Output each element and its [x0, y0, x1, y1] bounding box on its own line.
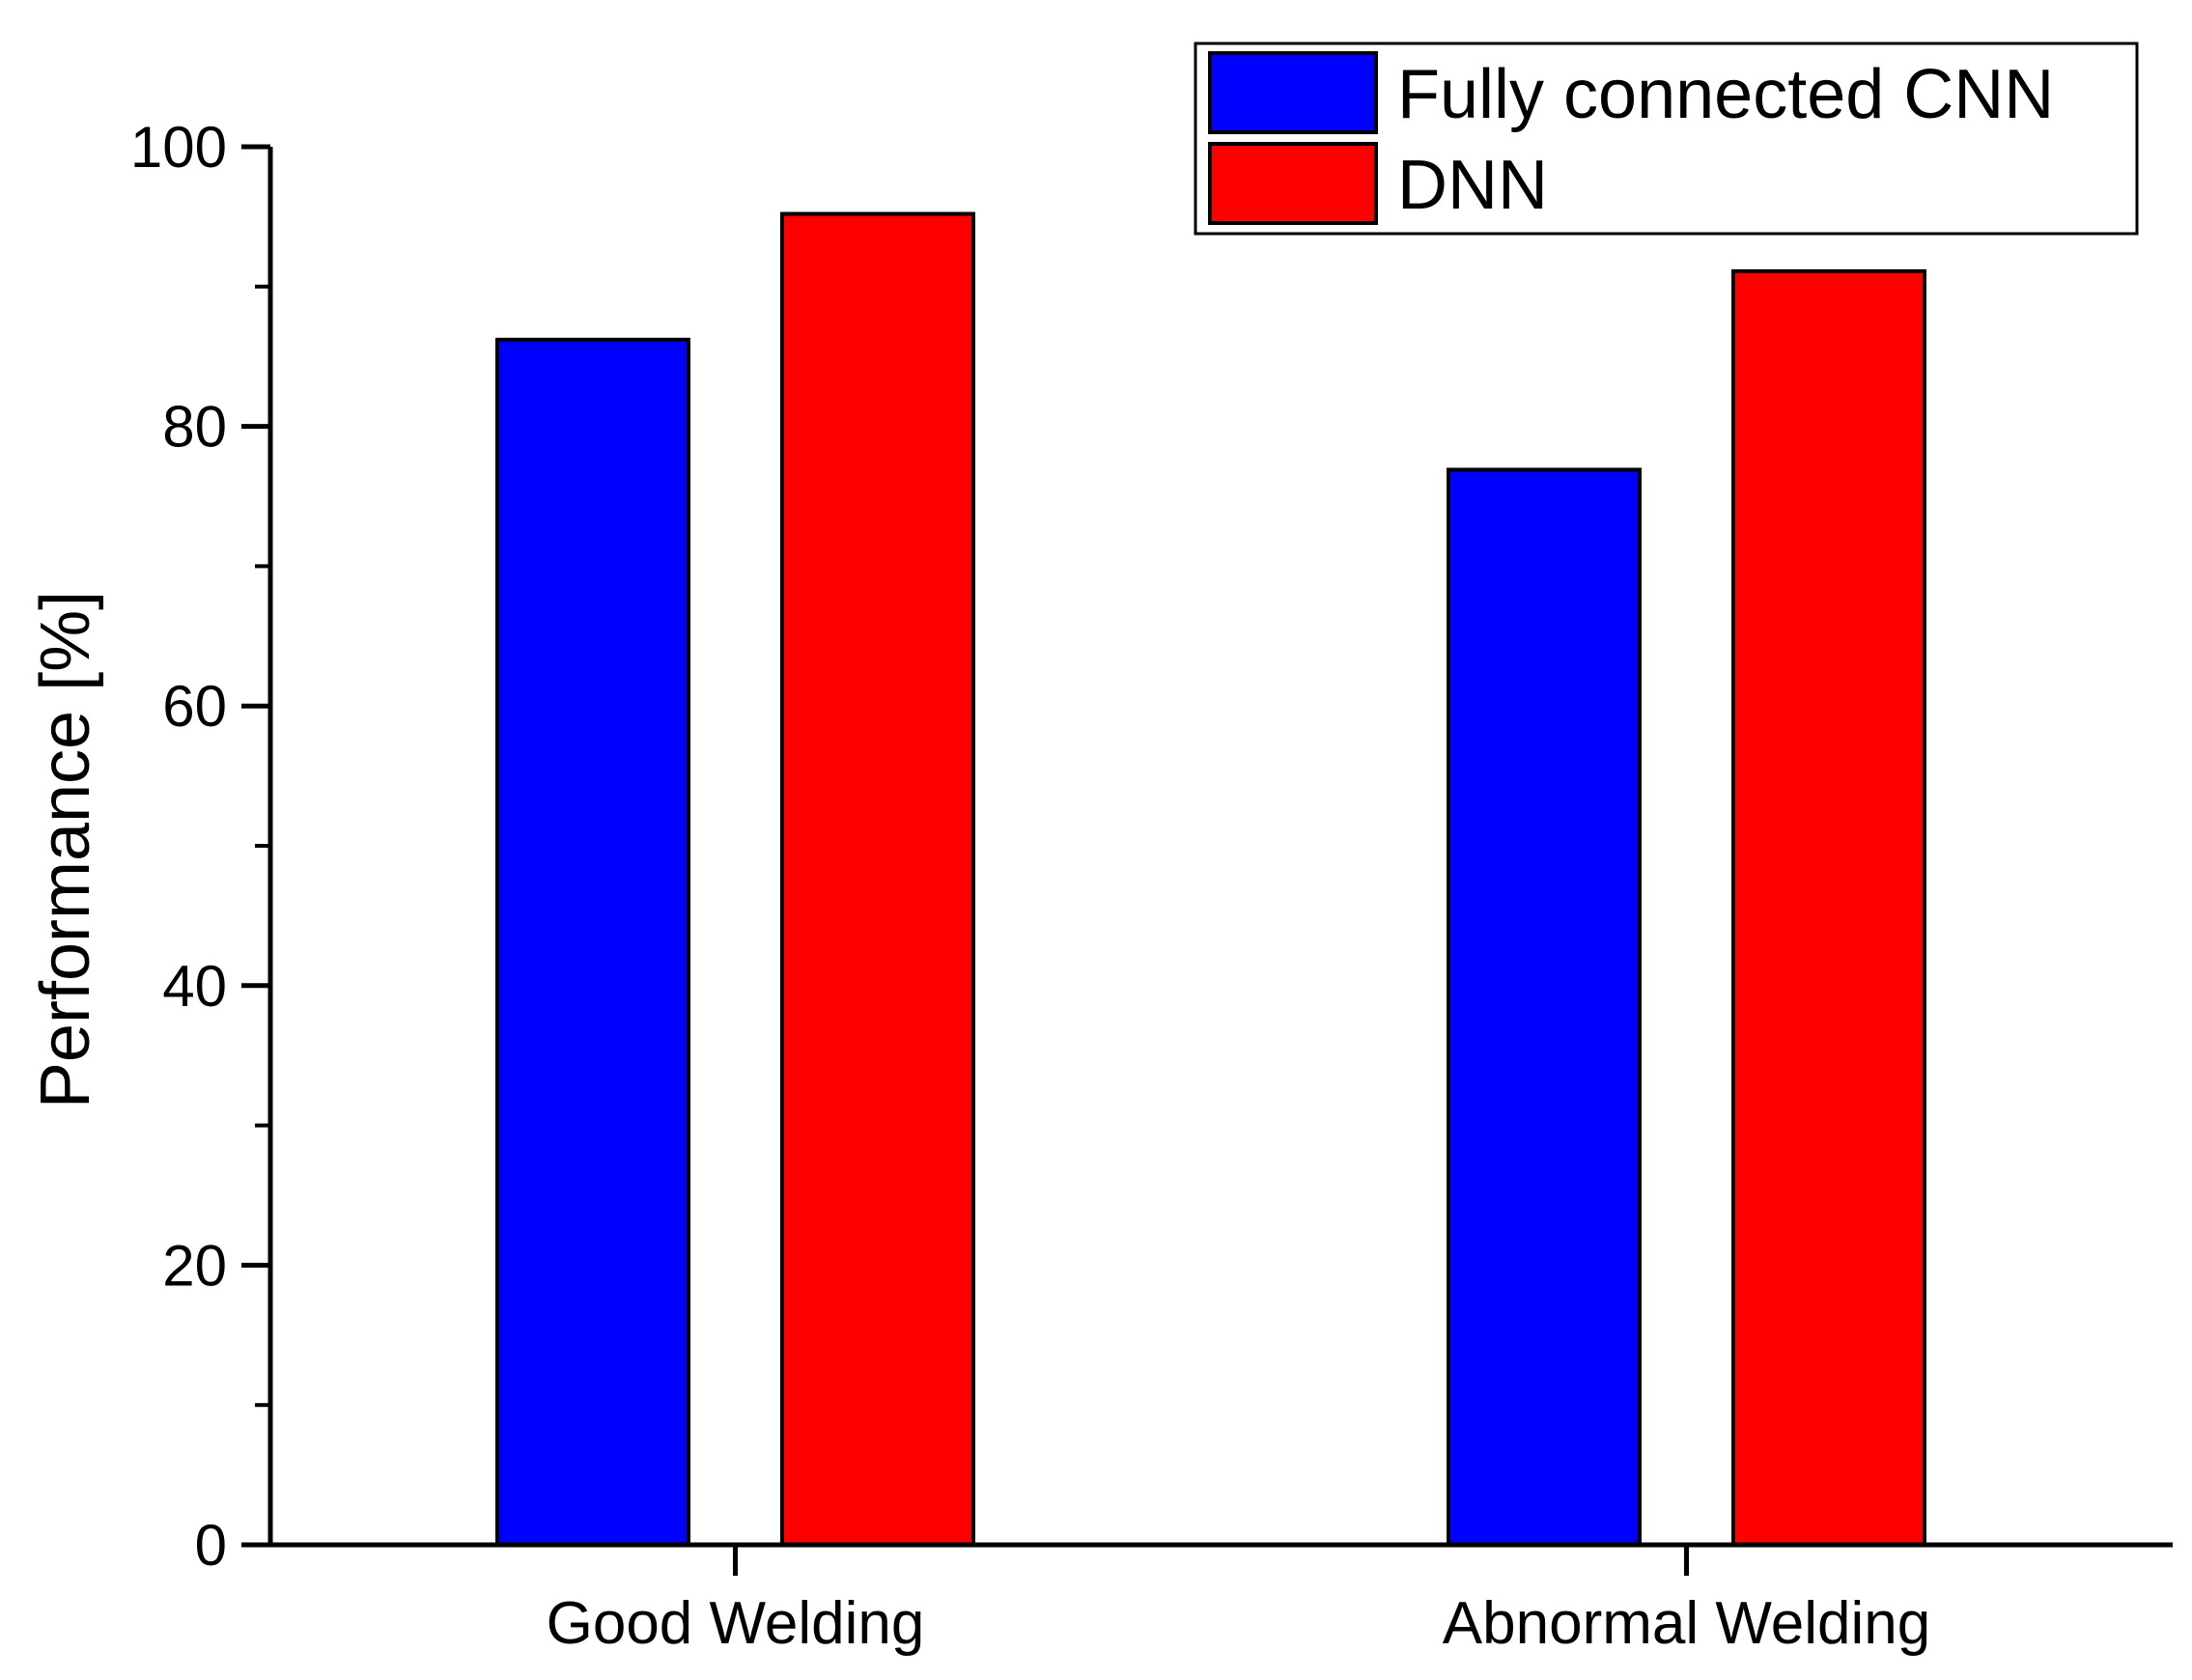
x-category-label: Good Welding [547, 1590, 925, 1657]
y-tick-label: 40 [162, 954, 227, 1019]
x-category-label: Abnormal Welding [1443, 1590, 1930, 1657]
y-axis-title: Performance [%] [27, 591, 104, 1108]
y-tick-label: 20 [162, 1233, 227, 1298]
bar-series-group [495, 211, 1926, 1548]
y-tick-label: 0 [195, 1513, 227, 1578]
legend-label: DNN [1397, 147, 1548, 224]
bar-fully-connected-cnn-good-welding [495, 337, 690, 1548]
x-axis: Good Welding Abnormal Welding [547, 1545, 1930, 1657]
legend-swatch [1208, 142, 1378, 225]
bar-dnn-abnormal-welding [1731, 268, 1926, 1548]
bar-fully-connected-cnn-abnormal-welding [1447, 467, 1642, 1547]
bar-dnn-good-welding [780, 211, 975, 1547]
y-axis: 0 20 40 60 80 100 [130, 115, 270, 1578]
legend-swatch [1208, 51, 1378, 134]
y-tick-label: 100 [130, 115, 227, 180]
y-tick-label: 80 [162, 395, 227, 460]
legend-label: Fully connected CNN [1397, 56, 2054, 133]
legend: Fully connected CNN DNN [1194, 42, 2139, 236]
y-tick-label: 60 [162, 674, 227, 739]
